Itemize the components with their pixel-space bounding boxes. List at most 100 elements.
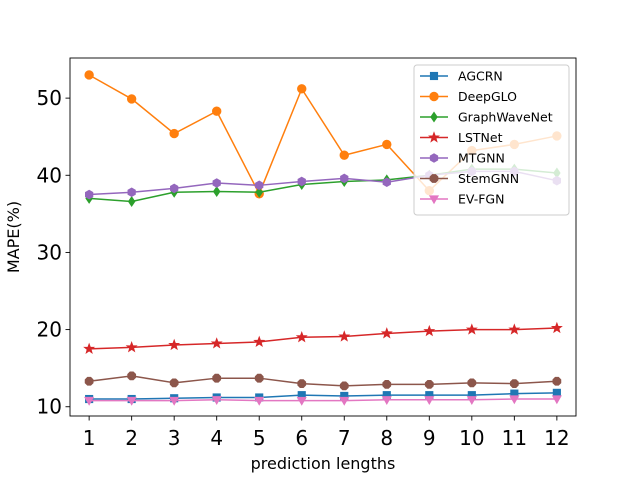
data-point-mtgnn (85, 189, 94, 200)
x-tick-label: 2 (125, 426, 138, 450)
data-point-ev-fgn (169, 396, 180, 406)
data-point-lstnet (508, 323, 521, 335)
series-line-lstnet (89, 327, 557, 350)
data-point-deepglo (339, 150, 349, 160)
legend-label: DeepGLO (458, 89, 517, 104)
data-point-ev-fgn (509, 395, 520, 405)
data-point-deepglo (297, 84, 307, 94)
data-point-lstnet (125, 341, 138, 353)
legend-marker (429, 91, 439, 102)
data-point-lstnet (550, 321, 563, 334)
legend-label: EV-FGN (458, 192, 504, 207)
data-point-ev-fgn (296, 396, 307, 406)
data-point-ev-fgn (126, 396, 137, 406)
x-tick-label: 1 (83, 426, 96, 450)
y-tick-label: 50 (37, 86, 62, 110)
x-tick-label: 9 (423, 426, 436, 450)
data-point-stemgnn (127, 371, 137, 381)
data-point-mtgnn (170, 183, 179, 194)
data-point-deepglo (126, 94, 137, 104)
legend-label: StemGNN (458, 171, 519, 186)
data-point-graphwavenet (255, 186, 263, 198)
data-point-ev-fgn (551, 395, 562, 405)
data-point-graphwavenet (212, 185, 221, 197)
data-point-deepglo (84, 70, 94, 80)
x-axis-label: prediction lengths (251, 454, 396, 473)
data-point-stemgnn (169, 378, 179, 388)
legend: AGCRN DeepGLO GraphWaveNet LSTNet MTGNN StemG… (413, 64, 570, 216)
x-tick-label: 8 (380, 426, 393, 450)
data-point-ev-fgn (254, 396, 265, 406)
legend-item-stemgnn: StemGNN (420, 171, 519, 186)
data-point-deepglo (211, 106, 222, 116)
series-line-stemgnn (89, 375, 557, 387)
legend-label: MTGNN (458, 151, 505, 166)
legend-item-agcrn: AGCRN (420, 69, 503, 84)
legend-marker (429, 71, 439, 81)
legend-item-lstnet: LSTNet (420, 130, 503, 145)
series-line-agcrn (89, 392, 557, 400)
data-point-lstnet (380, 327, 393, 339)
data-point-lstnet (168, 338, 181, 351)
data-point-stemgnn (339, 381, 349, 391)
data-point-stemgnn (424, 379, 434, 389)
y-tick-label: 10 (37, 395, 62, 419)
data-point-stemgnn (382, 379, 392, 389)
series-lstnet (83, 321, 563, 354)
y-tick-label: 30 (37, 240, 62, 264)
y-axis-label: MAPE(%) (4, 201, 23, 273)
data-point-lstnet (295, 331, 308, 343)
legend-marker (430, 111, 438, 123)
legend-label: AGCRN (458, 69, 503, 84)
data-point-lstnet (338, 330, 351, 342)
data-point-mtgnn (212, 178, 221, 188)
data-point-stemgnn (297, 379, 307, 388)
data-point-stemgnn (509, 379, 519, 388)
data-point-stemgnn (84, 376, 94, 386)
data-point-stemgnn (254, 373, 264, 383)
x-tick-label: 4 (210, 426, 223, 450)
legend-item-graphwavenet: GraphWaveNet (420, 110, 553, 125)
legend-label: LSTNet (458, 130, 503, 145)
data-point-mtgnn (382, 177, 391, 187)
axes-frame (69, 57, 577, 417)
data-point-ev-fgn (381, 396, 392, 406)
data-point-lstnet (465, 323, 478, 335)
series-ev-fgn (84, 395, 562, 406)
data-point-deepglo (382, 139, 392, 150)
x-tick-label: 11 (502, 426, 527, 450)
data-point-ev-fgn (84, 396, 95, 406)
data-point-stemgnn (467, 378, 477, 388)
data-point-ev-fgn (211, 396, 222, 406)
data-point-stemgnn (552, 376, 562, 386)
legend-item-deepglo: DeepGLO (420, 89, 517, 104)
legend-marker (429, 174, 439, 183)
legend-marker (429, 153, 439, 163)
data-point-graphwavenet (127, 196, 136, 208)
series-stemgnn (84, 371, 562, 391)
legend-marker (428, 195, 440, 205)
data-point-mtgnn (255, 180, 264, 191)
data-point-lstnet (423, 324, 436, 337)
legend-marker (428, 131, 440, 143)
y-tick-label: 40 (37, 163, 62, 187)
x-tick-label: 12 (544, 426, 569, 450)
legend-item-ev-fgn: EV-FGN (420, 192, 504, 207)
legend-box (413, 64, 570, 216)
data-point-mtgnn (127, 187, 136, 198)
data-point-lstnet (210, 337, 223, 349)
data-point-deepglo (169, 128, 179, 139)
legend-label: GraphWaveNet (458, 110, 553, 125)
x-tick-label: 10 (459, 426, 484, 450)
data-point-mtgnn (297, 176, 306, 187)
y-tick-label: 20 (37, 318, 62, 342)
data-point-mtgnn (340, 173, 349, 184)
x-tick-label: 7 (338, 426, 351, 450)
series-line-ev-fgn (89, 398, 557, 402)
data-point-ev-fgn (339, 396, 350, 406)
data-point-lstnet (253, 335, 266, 348)
x-tick-label: 6 (295, 426, 308, 450)
data-point-ev-fgn (466, 396, 477, 406)
